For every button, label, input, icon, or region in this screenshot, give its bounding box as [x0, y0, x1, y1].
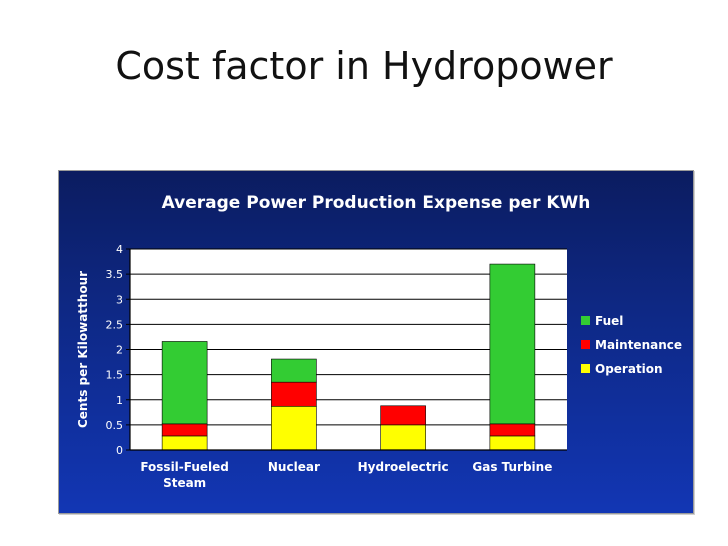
- bar-operation: [271, 405, 317, 451]
- x-tick-label-line: Nuclear: [268, 460, 320, 474]
- legend-swatch: [581, 316, 590, 325]
- x-tick-label-line: Gas Turbine: [472, 460, 552, 474]
- bar-maintenance: [271, 381, 317, 407]
- x-tick-label: Hydroelectric: [358, 460, 449, 474]
- bar-fuel: [161, 341, 208, 425]
- legend-label: Maintenance: [595, 338, 682, 352]
- y-tick-label: 0: [116, 444, 123, 457]
- y-tick-label: 3: [116, 293, 123, 306]
- y-axis-label: Cents per Kilowatthour: [76, 271, 90, 428]
- y-tick-label: 0.5: [106, 419, 124, 432]
- bar-operation: [489, 435, 536, 451]
- y-tick-label: 1: [116, 394, 123, 407]
- y-tick-label: 1.5: [106, 369, 124, 382]
- y-tick-label: 3.5: [106, 268, 124, 281]
- legend-swatch: [581, 364, 590, 373]
- chart: Average Power Production Expense per KWh…: [76, 193, 682, 490]
- chart-title: Average Power Production Expense per KWh: [162, 193, 591, 213]
- legend-label: Fuel: [595, 314, 623, 328]
- bar-maintenance: [380, 405, 426, 426]
- bar-fuel: [489, 263, 536, 425]
- bar-operation: [161, 435, 208, 451]
- bar-maintenance: [161, 423, 208, 437]
- x-tick-label-line: Steam: [163, 476, 206, 490]
- y-tick-label: 2.5: [106, 318, 124, 331]
- x-tick-label: Gas Turbine: [472, 460, 552, 474]
- bar-operation: [380, 424, 426, 451]
- x-tick-label-line: Fossil-Fueled: [140, 460, 229, 474]
- y-tick-label: 4: [116, 243, 123, 256]
- x-tick-label: Fossil-Fueled Steam: [140, 460, 229, 490]
- x-tick-label: Nuclear: [268, 460, 320, 474]
- chart-frame: Average Power Production Expense per KWh…: [58, 170, 694, 514]
- bar-fuel: [271, 358, 317, 383]
- legend-label: Operation: [595, 362, 663, 376]
- slide-title: Cost factor in Hydropower: [115, 44, 613, 88]
- bar-maintenance: [489, 423, 536, 437]
- y-tick-label: 2: [116, 344, 123, 357]
- x-tick-label-line: Hydroelectric: [358, 460, 449, 474]
- legend-swatch: [581, 340, 590, 349]
